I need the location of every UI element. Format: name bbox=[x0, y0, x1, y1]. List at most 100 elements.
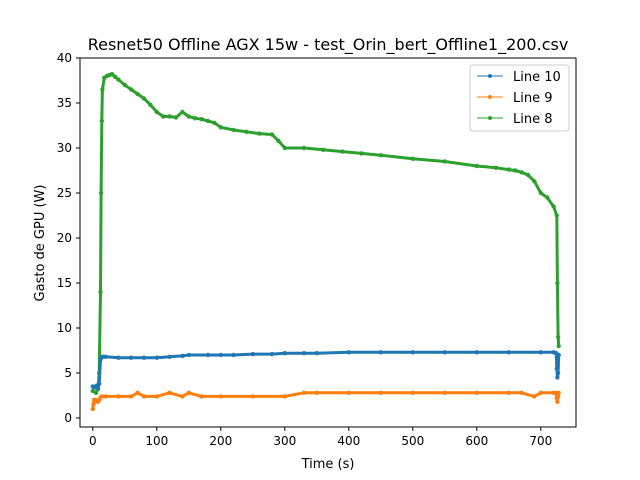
data-point bbox=[205, 352, 211, 358]
data-point bbox=[93, 390, 99, 395]
x-tick-label: 300 bbox=[273, 434, 296, 448]
data-point bbox=[231, 127, 236, 133]
y-tick-label: 5 bbox=[64, 366, 72, 380]
data-point bbox=[186, 114, 191, 119]
data-point bbox=[493, 165, 499, 170]
x-tick-label: 200 bbox=[209, 434, 232, 448]
data-point bbox=[269, 351, 275, 357]
data-point bbox=[218, 352, 223, 358]
data-point bbox=[212, 120, 217, 126]
legend: Line 10 Line 9 Line 8 bbox=[469, 64, 570, 132]
data-point bbox=[167, 390, 172, 395]
data-point bbox=[97, 381, 102, 386]
data-point bbox=[218, 394, 223, 399]
data-point bbox=[244, 129, 249, 134]
data-point bbox=[359, 151, 364, 156]
data-point bbox=[346, 350, 351, 355]
legend-swatch-marker bbox=[488, 116, 492, 120]
data-point bbox=[474, 390, 479, 395]
data-point bbox=[167, 354, 172, 359]
data-point bbox=[555, 334, 561, 340]
data-point bbox=[513, 168, 518, 173]
data-point bbox=[442, 159, 447, 164]
data-point bbox=[135, 390, 140, 395]
data-point bbox=[173, 115, 179, 120]
data-point bbox=[167, 114, 172, 119]
data-point bbox=[525, 172, 531, 178]
data-point bbox=[556, 352, 561, 358]
data-point bbox=[141, 394, 147, 399]
data-point bbox=[378, 390, 383, 395]
data-point bbox=[154, 355, 159, 360]
data-point bbox=[199, 117, 204, 122]
data-point bbox=[314, 390, 319, 395]
legend-label: Line 9 bbox=[513, 91, 553, 106]
data-point bbox=[129, 355, 134, 360]
series-line-9 bbox=[90, 390, 561, 412]
data-point bbox=[545, 195, 550, 200]
data-point bbox=[180, 353, 185, 359]
data-point bbox=[269, 132, 275, 137]
data-point bbox=[95, 386, 101, 391]
data-point bbox=[301, 351, 307, 356]
data-point bbox=[218, 125, 223, 130]
data-point bbox=[161, 114, 166, 119]
legend-box bbox=[469, 64, 570, 132]
data-point bbox=[141, 96, 147, 101]
data-point bbox=[519, 390, 524, 395]
data-point bbox=[442, 390, 447, 395]
x-tick-label: 700 bbox=[529, 434, 552, 448]
data-point bbox=[346, 390, 351, 395]
legend-label: Line 10 bbox=[513, 70, 561, 85]
data-point bbox=[90, 388, 96, 394]
chart-title: Resnet50 Offline AGX 15w - test_Orin_ber… bbox=[88, 35, 569, 55]
data-point bbox=[519, 170, 524, 175]
data-point bbox=[129, 87, 134, 92]
data-point bbox=[321, 147, 326, 152]
legend-swatch-marker bbox=[488, 95, 492, 99]
data-point bbox=[250, 394, 255, 399]
data-point bbox=[122, 82, 128, 88]
data-point bbox=[100, 87, 105, 92]
data-point bbox=[442, 350, 447, 355]
x-axis: 0 100 200 300 400 500 600 700 bbox=[89, 427, 552, 448]
data-point bbox=[538, 350, 543, 355]
data-point bbox=[205, 118, 211, 124]
x-tick-label: 100 bbox=[145, 434, 168, 448]
x-tick-label: 600 bbox=[465, 434, 488, 448]
x-axis-title: Time (s) bbox=[301, 457, 355, 472]
data-point bbox=[555, 375, 560, 380]
data-point bbox=[538, 390, 543, 395]
data-point bbox=[555, 370, 561, 376]
data-point bbox=[301, 145, 307, 151]
data-point bbox=[556, 343, 561, 349]
y-axis: 0 5 10 15 20 25 30 35 40 bbox=[57, 51, 80, 425]
y-tick-label: 20 bbox=[57, 231, 72, 245]
data-point bbox=[410, 390, 415, 395]
data-point bbox=[410, 156, 415, 161]
data-point bbox=[98, 190, 104, 196]
y-tick-label: 10 bbox=[57, 321, 72, 335]
data-point bbox=[556, 390, 561, 395]
data-point bbox=[180, 394, 185, 399]
data-point bbox=[538, 190, 543, 196]
data-point bbox=[474, 350, 479, 355]
data-point bbox=[410, 350, 415, 355]
data-point bbox=[378, 350, 383, 355]
x-tick-label: 400 bbox=[337, 434, 360, 448]
data-point bbox=[98, 289, 103, 295]
data-point bbox=[551, 204, 556, 209]
data-point bbox=[250, 351, 255, 357]
y-tick-label: 40 bbox=[57, 51, 72, 65]
data-point bbox=[301, 390, 307, 395]
data-point bbox=[103, 354, 108, 359]
data-point bbox=[282, 394, 287, 399]
data-point bbox=[555, 280, 560, 286]
x-tick-label: 500 bbox=[401, 434, 424, 448]
y-axis-title: Gasto de GPU (W) bbox=[33, 185, 48, 302]
data-point bbox=[474, 163, 479, 169]
plot-frame bbox=[79, 57, 577, 428]
data-point bbox=[148, 102, 153, 108]
data-point bbox=[282, 145, 287, 151]
data-point bbox=[257, 131, 262, 136]
